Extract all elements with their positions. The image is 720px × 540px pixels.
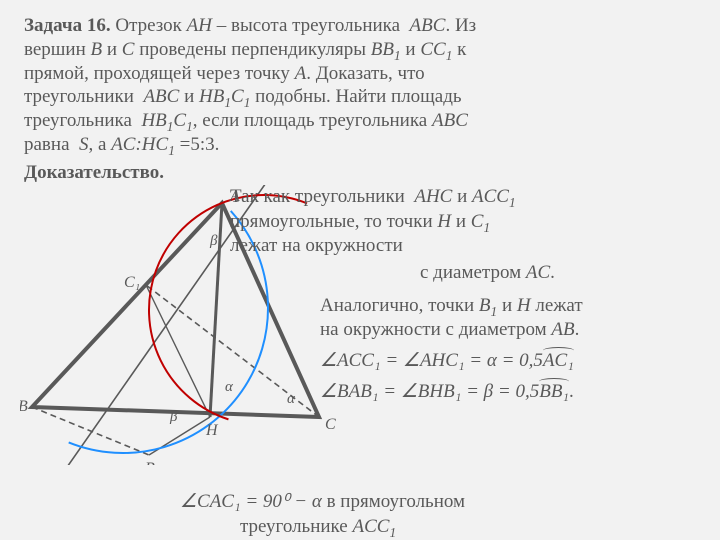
problem-label: Задача 16.	[24, 15, 111, 36]
svg-text:C: C	[325, 416, 336, 433]
svg-text:β: β	[209, 233, 218, 249]
svg-text:B₁: B₁	[145, 460, 160, 465]
problem-text: Задача 16. Отрезок AH – высота треугольн…	[0, 0, 720, 198]
svg-text:β: β	[169, 409, 178, 425]
svg-text:B: B	[20, 398, 28, 415]
proof-conclusion: ∠CAC₁ = 90⁰ − α в прямоугольном треуголь…	[180, 490, 700, 539]
svg-text:C₁: C₁	[124, 274, 140, 291]
proof-label: Доказательство.	[24, 162, 164, 183]
svg-text:H: H	[205, 422, 219, 439]
proof-text: Так как треугольники AHC и ACC1 прямоуго…	[230, 185, 710, 405]
